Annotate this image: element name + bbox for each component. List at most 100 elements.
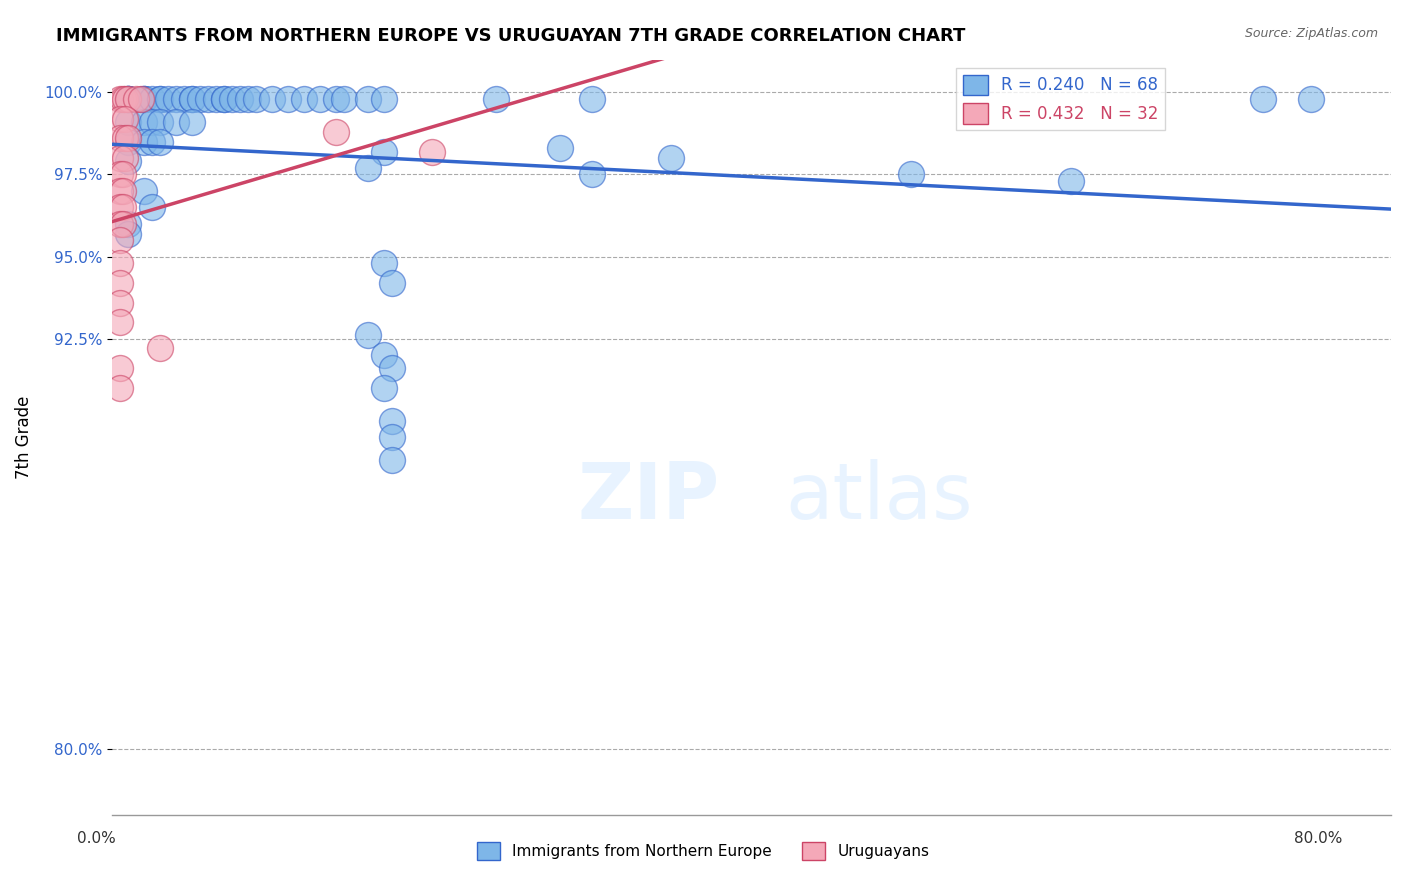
Point [581,92,603,106]
Point [149,92,172,106]
Point [149,342,172,356]
Point [1060,174,1083,188]
Point [212,92,235,106]
Point [108,315,131,329]
Point [149,135,172,149]
Point [332,92,354,106]
Point [141,115,163,129]
Point [117,115,139,129]
Point [381,453,404,467]
Point [292,92,315,106]
Point [117,92,139,106]
Point [381,361,404,376]
Point [117,92,139,106]
Point [180,115,202,129]
Point [117,154,139,169]
Point [141,135,163,149]
Point [114,112,136,126]
Point [381,414,404,428]
Point [420,145,443,159]
Point [108,295,131,310]
Point [117,227,139,241]
Point [236,92,259,106]
Point [373,145,395,159]
Point [356,92,378,106]
Point [108,361,131,376]
Point [117,92,139,106]
Y-axis label: 7th Grade: 7th Grade [15,395,32,479]
Point [132,115,155,129]
Point [132,184,155,198]
Point [108,276,131,290]
Point [108,184,131,198]
Point [132,92,155,106]
Point [1299,92,1322,106]
Point [245,92,267,106]
Point [325,92,347,106]
Point [229,92,252,106]
Point [108,217,131,231]
Point [149,115,172,129]
Point [108,168,131,182]
Point [141,200,163,214]
Point [373,92,395,106]
Point [114,131,136,145]
Point [156,92,179,106]
Point [112,217,135,231]
Point [117,92,139,106]
Point [108,233,131,247]
Point [108,131,131,145]
Point [117,92,139,106]
Point [114,151,136,165]
Point [141,92,163,106]
Point [204,92,226,106]
Point [112,168,135,182]
Legend: Immigrants from Northern Europe, Uruguayans: Immigrants from Northern Europe, Uruguay… [471,836,935,866]
Point [125,92,148,106]
Point [180,92,202,106]
Point [132,135,155,149]
Point [108,112,131,126]
Point [112,200,135,214]
Point [373,256,395,270]
Point [117,131,139,145]
Point [381,276,404,290]
Text: 0.0%: 0.0% [77,831,117,846]
Point [1251,92,1274,106]
Point [581,168,603,182]
Point [260,92,283,106]
Point [373,348,395,362]
Point [108,863,131,878]
Point [277,92,299,106]
Point [325,125,347,139]
Point [108,256,131,270]
Point [132,92,155,106]
Point [188,92,211,106]
Point [117,135,139,149]
Point [112,184,135,198]
Point [117,217,139,231]
Text: IMMIGRANTS FROM NORTHERN EUROPE VS URUGUAYAN 7TH GRADE CORRELATION CHART: IMMIGRANTS FROM NORTHERN EUROPE VS URUGU… [56,27,966,45]
Point [484,92,506,106]
Point [165,115,187,129]
Point [112,92,135,106]
Point [373,381,395,395]
Point [356,328,378,343]
Point [132,92,155,106]
Text: atlas: atlas [786,459,973,535]
Point [149,92,172,106]
Text: ZIP: ZIP [578,459,720,535]
Point [108,92,131,106]
Point [197,92,219,106]
Point [308,92,330,106]
Point [356,161,378,175]
Point [165,92,187,106]
Point [548,141,571,155]
Point [114,92,136,106]
Text: Source: ZipAtlas.com: Source: ZipAtlas.com [1244,27,1378,40]
Legend: R = 0.240   N = 68, R = 0.432   N = 32: R = 0.240 N = 68, R = 0.432 N = 32 [956,68,1166,130]
Point [108,381,131,395]
Point [108,200,131,214]
Point [381,430,404,444]
Point [180,92,202,106]
